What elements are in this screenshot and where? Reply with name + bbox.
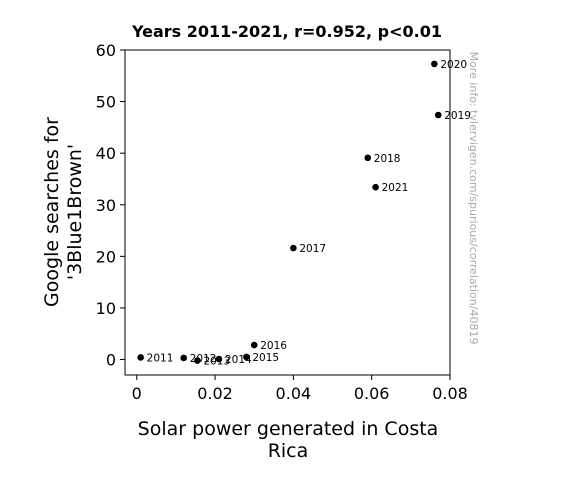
point-label-2020: 2020	[440, 59, 467, 71]
x-tick-label: 0.06	[354, 384, 390, 403]
y-axis-label-line-2: '3Blue1Brown'	[64, 144, 86, 280]
data-point-2016	[250, 341, 258, 349]
y-tick-label: 0	[106, 351, 116, 370]
data-point-2020	[431, 60, 438, 68]
x-tick-label: 0.08	[432, 384, 468, 403]
x-axis-label-line-2: Rica	[268, 440, 309, 462]
data-point-2015	[243, 353, 250, 361]
data-point-2019	[434, 111, 442, 119]
y-tick-label: 50	[96, 93, 116, 112]
y-axis: 0 10 20 30 40 50 60	[96, 41, 125, 370]
y-tick-label: 20	[96, 247, 116, 266]
x-tick-label: 0	[132, 384, 142, 403]
point-label-2017: 2017	[299, 243, 326, 255]
data-point-2012	[180, 354, 188, 362]
data-point-2013	[194, 357, 201, 364]
x-tick-label: 0.02	[197, 384, 233, 403]
data-point-2017	[290, 244, 297, 252]
y-axis-label-line-1: Google searches for	[41, 117, 63, 307]
y-tick-label: 60	[96, 41, 116, 60]
point-label-2018: 2018	[374, 153, 401, 165]
data-point-2021	[372, 183, 379, 191]
y-tick-label: 10	[96, 299, 116, 318]
y-tick-label: 40	[96, 144, 116, 163]
watermark-text: More info: tylervigen.com/spurious/corre…	[467, 52, 480, 345]
point-label-2016: 2016	[260, 340, 287, 352]
point-label-2021: 2021	[382, 182, 409, 194]
x-axis: 0 0.02 0.04 0.06 0.08	[132, 375, 468, 403]
point-label-2013: 2013	[203, 356, 230, 368]
data-point-2011	[137, 354, 144, 361]
x-axis-label-line-1: Solar power generated in Costa	[138, 418, 439, 440]
point-label-2011: 2011	[147, 352, 174, 364]
point-label-2015: 2015	[252, 352, 279, 364]
chart-title: Years 2011-2021, r=0.952, p<0.01	[131, 22, 442, 41]
point-label-2019: 2019	[444, 110, 471, 122]
y-tick-label: 30	[96, 196, 116, 215]
data-point-2014	[215, 355, 223, 363]
x-tick-label: 0.04	[276, 384, 312, 403]
plot-area-frame	[124, 49, 451, 376]
data-point-2018	[364, 154, 372, 162]
